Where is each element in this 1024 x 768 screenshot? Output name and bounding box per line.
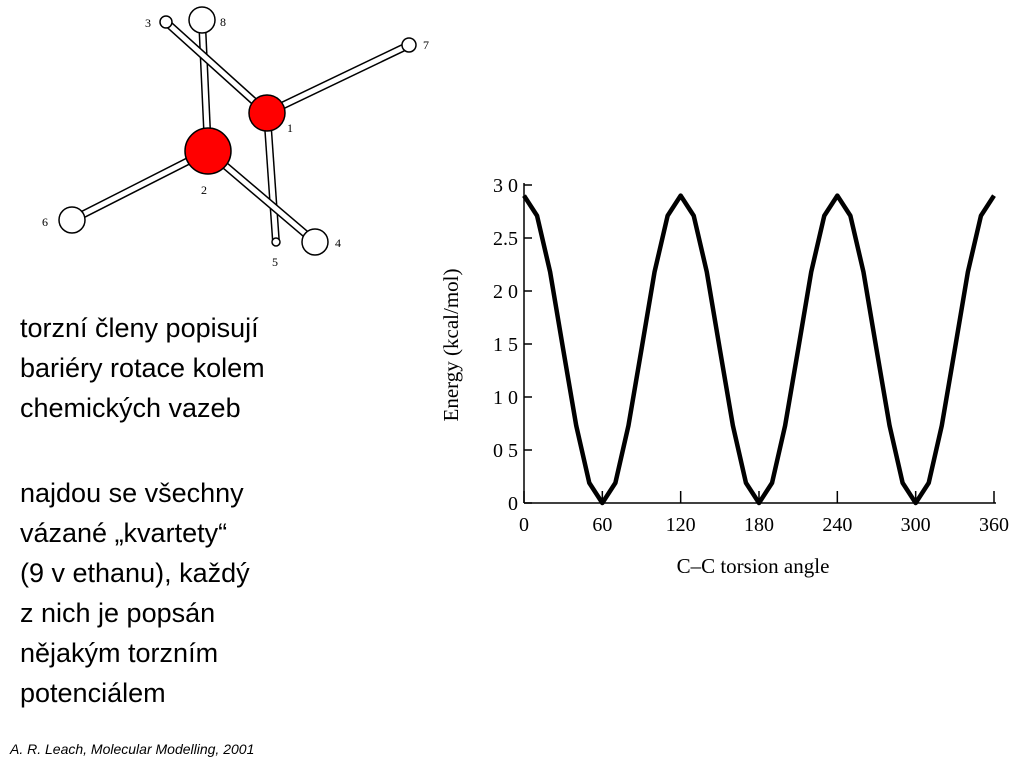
x-tick-label: 60 [592, 514, 612, 536]
text-line: chemických vazeb [20, 393, 241, 423]
molecule: 1 2 3 4 5 6 7 8 [42, 6, 429, 269]
atom [58, 206, 86, 234]
y-tick-label: 2 0 [493, 281, 518, 303]
text-line: bariéry rotace kolem [20, 353, 265, 383]
chart: C–C torsion angle Energy (kcal/mol) 3 0 2… [439, 175, 1009, 578]
bond [264, 112, 279, 243]
x-tick-label: 0 [519, 514, 529, 536]
atom [301, 228, 329, 256]
atom [184, 127, 232, 175]
y-tick-label: 2.5 [493, 228, 518, 250]
y-tick-label: 0 5 [493, 440, 518, 462]
atom-label: 4 [335, 236, 341, 250]
x-axis-title: C–C torsion angle [677, 554, 830, 578]
y-axis-title: Energy (kcal/mol) [439, 269, 463, 422]
atom [159, 15, 173, 29]
atom-label: 7 [423, 38, 429, 52]
bond [265, 42, 411, 116]
atom-label: 3 [145, 16, 151, 30]
text-block: torzní členy popisují bariéry rotace kol… [20, 313, 265, 708]
atom-label: 6 [42, 215, 48, 229]
atom-label: 2 [201, 183, 207, 197]
text-line: potenciálem [20, 678, 166, 708]
atom [401, 37, 417, 53]
atom-label: 8 [220, 15, 226, 29]
x-tick-label: 300 [901, 514, 931, 536]
citation: A. R. Leach, Molecular Modelling, 2001 [9, 741, 254, 757]
atom-label: 1 [287, 121, 293, 135]
line-series [522, 193, 996, 506]
bond [164, 20, 269, 115]
x-tick-label: 240 [822, 514, 852, 536]
x-tick-label: 120 [666, 514, 696, 536]
atom-label: 5 [272, 255, 278, 269]
y-tick-label: 1 0 [493, 387, 518, 409]
y-tick-label: 1 5 [493, 334, 518, 356]
text-line: (9 v ethanu), každý [20, 558, 250, 588]
x-tick-label: 360 [979, 514, 1009, 536]
atom [188, 6, 216, 34]
y-tick-label: 3 0 [493, 175, 518, 197]
text-line: torzní členy popisují [20, 313, 259, 343]
text-line: nějakým torzním [20, 638, 218, 668]
x-tick-label: 180 [744, 514, 774, 536]
text-line: z nich je popsán [20, 598, 215, 628]
y-tick-label: 0 [508, 493, 518, 515]
atom [271, 237, 281, 247]
text-line: vázané „kvartety“ [20, 518, 227, 548]
bond [70, 148, 210, 223]
text-line: najdou se všechny [20, 478, 244, 508]
atom [248, 94, 286, 132]
